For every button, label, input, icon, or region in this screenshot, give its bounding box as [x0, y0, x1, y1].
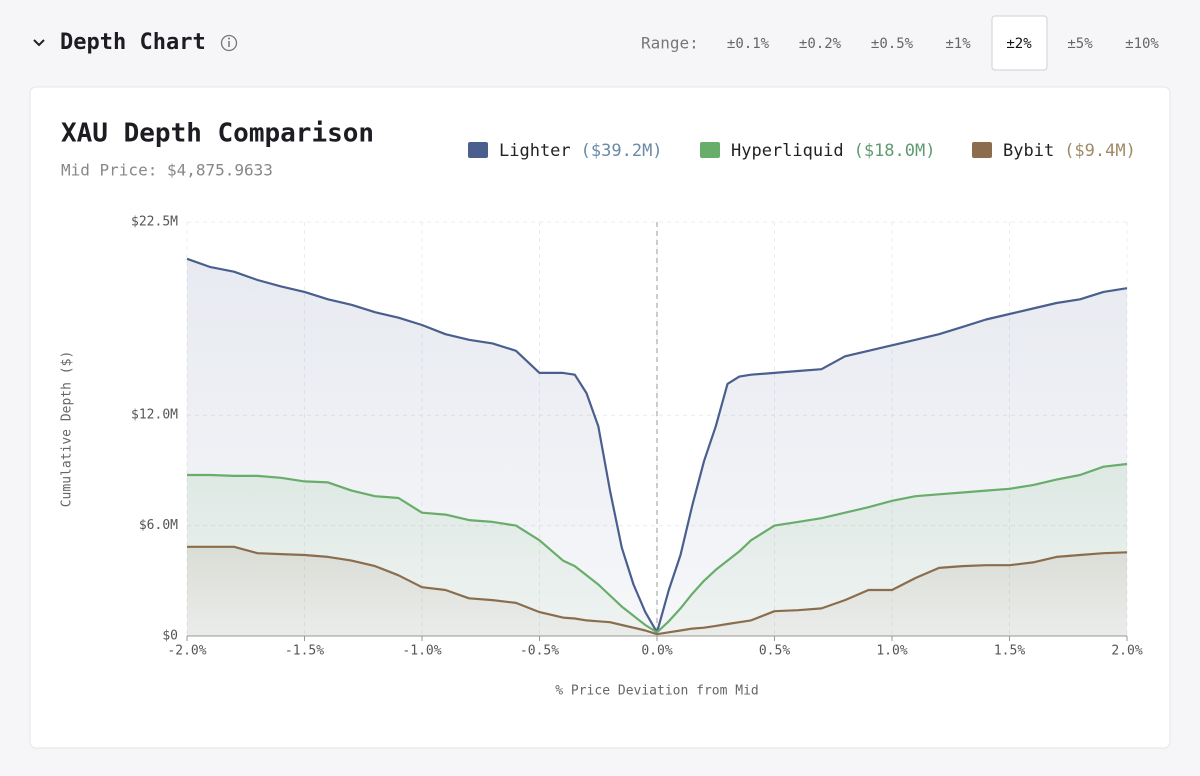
y-axis-title: Cumulative Depth ($) — [60, 351, 75, 508]
x-tick-label: 2.0% — [1111, 644, 1142, 659]
legend-total[interactable]: ($18.0M) — [854, 141, 936, 161]
series-line — [187, 462, 1128, 634]
legend: Lighter ($39.2M) Hyperliquid ($18.0M) Bybit (… — [468, 141, 1136, 161]
range-option[interactable]: ±2% — [1006, 36, 1032, 52]
legend-item[interactable]: Lighter ($39.2M) — [468, 141, 663, 161]
range-buttons: ±0.1% ±0.2% ±0.5% ±1% ±2% ±5% ±10% — [727, 15, 1159, 71]
range-option[interactable]: ±0.1% — [727, 36, 770, 52]
legend-swatch[interactable] — [700, 142, 720, 158]
series-area — [187, 546, 1127, 636]
x-tick-label: -2.0% — [167, 644, 206, 659]
y-tick-label: $22.5M — [131, 215, 178, 230]
legend-total[interactable]: ($9.4M) — [1064, 141, 1136, 161]
series-line — [187, 545, 1128, 636]
range-button[interactable]: ±5% — [1067, 36, 1093, 52]
range-button-active[interactable] — [991, 15, 1048, 71]
x-tick-label: 1.5% — [994, 644, 1025, 659]
legend-swatch[interactable] — [972, 142, 992, 158]
x-axis-title: % Price Deviation from Mid — [555, 684, 759, 699]
range-button[interactable]: ±0.5% — [871, 36, 914, 52]
chart-subtitle: Mid Price: $4,875.9633 — [61, 161, 273, 180]
x-tick-label: 0.5% — [759, 644, 790, 659]
range-button[interactable]: ±2% — [991, 15, 1048, 71]
legend-label[interactable]: Hyperliquid — [731, 141, 844, 161]
x-tick-label: -1.5% — [285, 644, 324, 659]
info-icon[interactable] — [220, 34, 238, 52]
plot: $0 $6.0M $12.0M $22.5M -2.0% -1.5% -1.0% -0.5% 0… — [131, 215, 1143, 659]
section-title: Depth Chart — [60, 30, 206, 55]
range-button[interactable]: ±0.1% — [727, 36, 770, 52]
y-tick-label: $12.0M — [131, 408, 178, 423]
range-option[interactable]: ±0.5% — [871, 36, 914, 52]
range-option[interactable]: ±5% — [1067, 36, 1093, 52]
range-button[interactable]: ±1% — [945, 36, 971, 52]
legend-total[interactable]: ($39.2M) — [581, 141, 663, 161]
y-tick-label: $0 — [162, 629, 178, 644]
range-button[interactable]: ±0.2% — [799, 36, 842, 52]
range-button[interactable]: ±10% — [1125, 36, 1159, 52]
legend-label[interactable]: Bybit — [1003, 141, 1054, 161]
legend-item[interactable]: Bybit ($9.4M) — [972, 141, 1136, 161]
legend-label[interactable]: Lighter — [499, 141, 571, 161]
y-tick-label: $6.0M — [139, 518, 178, 533]
range-label: Range: — [641, 34, 699, 53]
chart-title: XAU Depth Comparison — [61, 119, 374, 149]
x-tick-label: -1.0% — [402, 644, 441, 659]
x-tick-label: 1.0% — [876, 644, 907, 659]
range-option[interactable]: ±10% — [1125, 36, 1159, 52]
range-option[interactable]: ±1% — [945, 36, 971, 52]
x-tick-label: -0.5% — [520, 644, 559, 659]
legend-swatch[interactable] — [468, 142, 488, 158]
collapse-chevron[interactable] — [33, 39, 45, 47]
legend-item[interactable]: Hyperliquid ($18.0M) — [700, 141, 935, 161]
x-tick-label: 0.0% — [641, 644, 672, 659]
range-option[interactable]: ±0.2% — [799, 36, 842, 52]
